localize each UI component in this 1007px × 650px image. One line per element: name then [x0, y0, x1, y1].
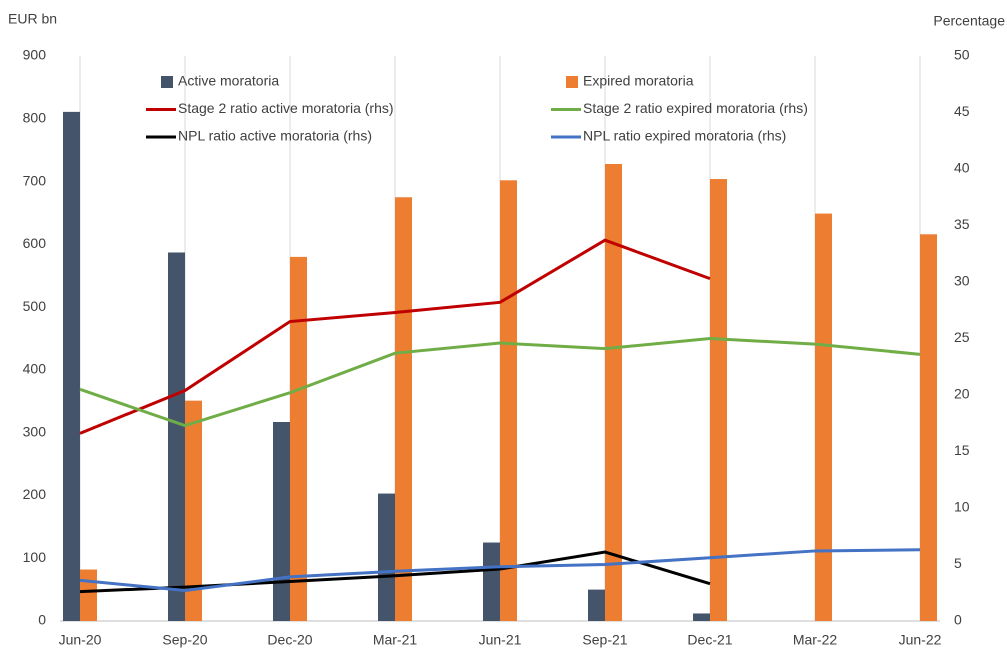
bar — [378, 493, 395, 621]
line — [79, 238, 711, 435]
y-tick-label: 100 — [23, 549, 47, 565]
y-tick-label: 300 — [23, 423, 47, 439]
bar — [588, 589, 605, 621]
bar — [168, 252, 185, 621]
bar — [483, 542, 500, 621]
y2-tick-label: 15 — [954, 442, 970, 458]
x-tick-label: Jun-20 — [59, 632, 102, 648]
x-tick-label: Sep-21 — [582, 632, 627, 648]
y-tick-label: 500 — [23, 298, 47, 314]
legend-label: Stage 2 ratio active moratoria (rhs) — [178, 100, 394, 116]
y2-tick-label: 5 — [954, 555, 962, 571]
x-tick-label: Sep-20 — [162, 632, 207, 648]
y2-tick-label: 10 — [954, 499, 970, 515]
bar — [605, 163, 622, 621]
y2-tick-label: 20 — [954, 386, 970, 402]
y2-tick-label: 25 — [954, 329, 970, 345]
y-tick-label: 200 — [23, 486, 47, 502]
line — [79, 550, 711, 594]
y-tick-label: 900 — [23, 47, 47, 63]
bar — [80, 569, 97, 621]
bar — [500, 180, 517, 622]
legend-label: NPL ratio active moratoria (rhs) — [178, 128, 372, 144]
y2-tick-label: 0 — [954, 612, 962, 628]
bar — [815, 213, 832, 622]
y-tick-label: 700 — [23, 172, 47, 188]
bar — [920, 234, 937, 622]
x-tick-label: Mar-22 — [793, 632, 838, 648]
legend-label: NPL ratio expired moratoria (rhs) — [583, 128, 786, 144]
y-tick-label: 600 — [23, 235, 47, 251]
y2-axis-label: Percentage — [933, 13, 1005, 29]
bar — [63, 111, 80, 621]
y2-tick-label: 50 — [954, 47, 970, 63]
bar — [273, 421, 290, 621]
bar — [693, 613, 710, 621]
y2-tick-label: 30 — [954, 273, 970, 289]
legend-label: Active moratoria — [178, 73, 279, 89]
legend-label: Expired moratoria — [583, 73, 694, 89]
y-axis-label: EUR bn — [8, 11, 57, 27]
line — [79, 336, 921, 428]
line — [79, 548, 921, 592]
x-tick-label: Jun-21 — [479, 632, 522, 648]
y2-tick-label: 35 — [954, 216, 970, 232]
legend-swatch — [161, 76, 173, 88]
y2-tick-label: 40 — [954, 160, 970, 176]
bar — [185, 400, 202, 621]
legend-label: Stage 2 ratio expired moratoria (rhs) — [583, 100, 808, 116]
bar — [395, 197, 412, 621]
x-tick-label: Mar-21 — [373, 632, 418, 648]
y2-tick-label: 45 — [954, 103, 970, 119]
x-tick-label: Dec-21 — [687, 632, 732, 648]
y-tick-label: 800 — [23, 109, 47, 125]
y-tick-label: 0 — [38, 612, 46, 628]
x-tick-label: Jun-22 — [899, 632, 942, 648]
bar — [290, 256, 307, 621]
legend-swatch — [566, 76, 578, 88]
y-tick-label: 400 — [23, 361, 47, 377]
x-tick-label: Dec-20 — [267, 632, 312, 648]
bar — [710, 179, 727, 622]
